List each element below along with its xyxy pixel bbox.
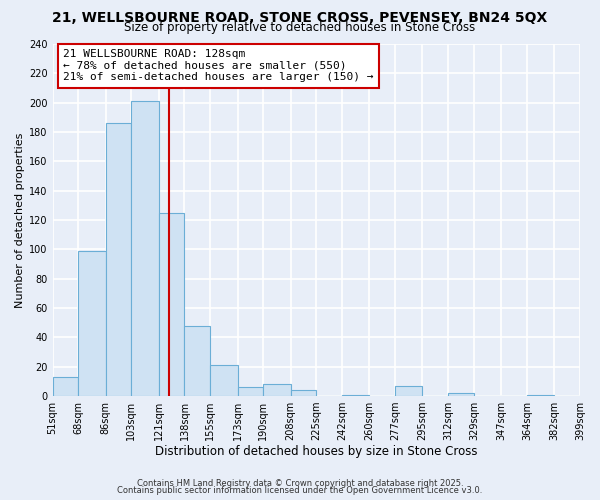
Bar xyxy=(448,393,474,396)
Bar xyxy=(395,386,422,396)
Text: Contains public sector information licensed under the Open Government Licence v3: Contains public sector information licen… xyxy=(118,486,482,495)
Bar xyxy=(210,365,238,396)
Bar xyxy=(159,212,184,396)
Bar xyxy=(527,394,554,396)
Bar xyxy=(79,251,106,396)
Bar xyxy=(290,390,316,396)
Bar xyxy=(184,326,210,396)
Text: 21, WELLSBOURNE ROAD, STONE CROSS, PEVENSEY, BN24 5QX: 21, WELLSBOURNE ROAD, STONE CROSS, PEVEN… xyxy=(52,11,548,25)
Text: 21 WELLSBOURNE ROAD: 128sqm
← 78% of detached houses are smaller (550)
21% of se: 21 WELLSBOURNE ROAD: 128sqm ← 78% of det… xyxy=(63,50,374,82)
Y-axis label: Number of detached properties: Number of detached properties xyxy=(15,132,25,308)
Bar xyxy=(131,101,159,396)
Bar xyxy=(106,123,131,396)
Bar xyxy=(53,377,79,396)
Bar xyxy=(342,394,370,396)
Bar xyxy=(263,384,290,396)
X-axis label: Distribution of detached houses by size in Stone Cross: Distribution of detached houses by size … xyxy=(155,444,478,458)
Text: Contains HM Land Registry data © Crown copyright and database right 2025.: Contains HM Land Registry data © Crown c… xyxy=(137,478,463,488)
Bar xyxy=(238,387,263,396)
Text: Size of property relative to detached houses in Stone Cross: Size of property relative to detached ho… xyxy=(124,21,476,34)
